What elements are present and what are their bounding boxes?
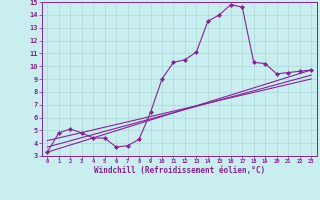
X-axis label: Windchill (Refroidissement éolien,°C): Windchill (Refroidissement éolien,°C): [94, 166, 265, 175]
